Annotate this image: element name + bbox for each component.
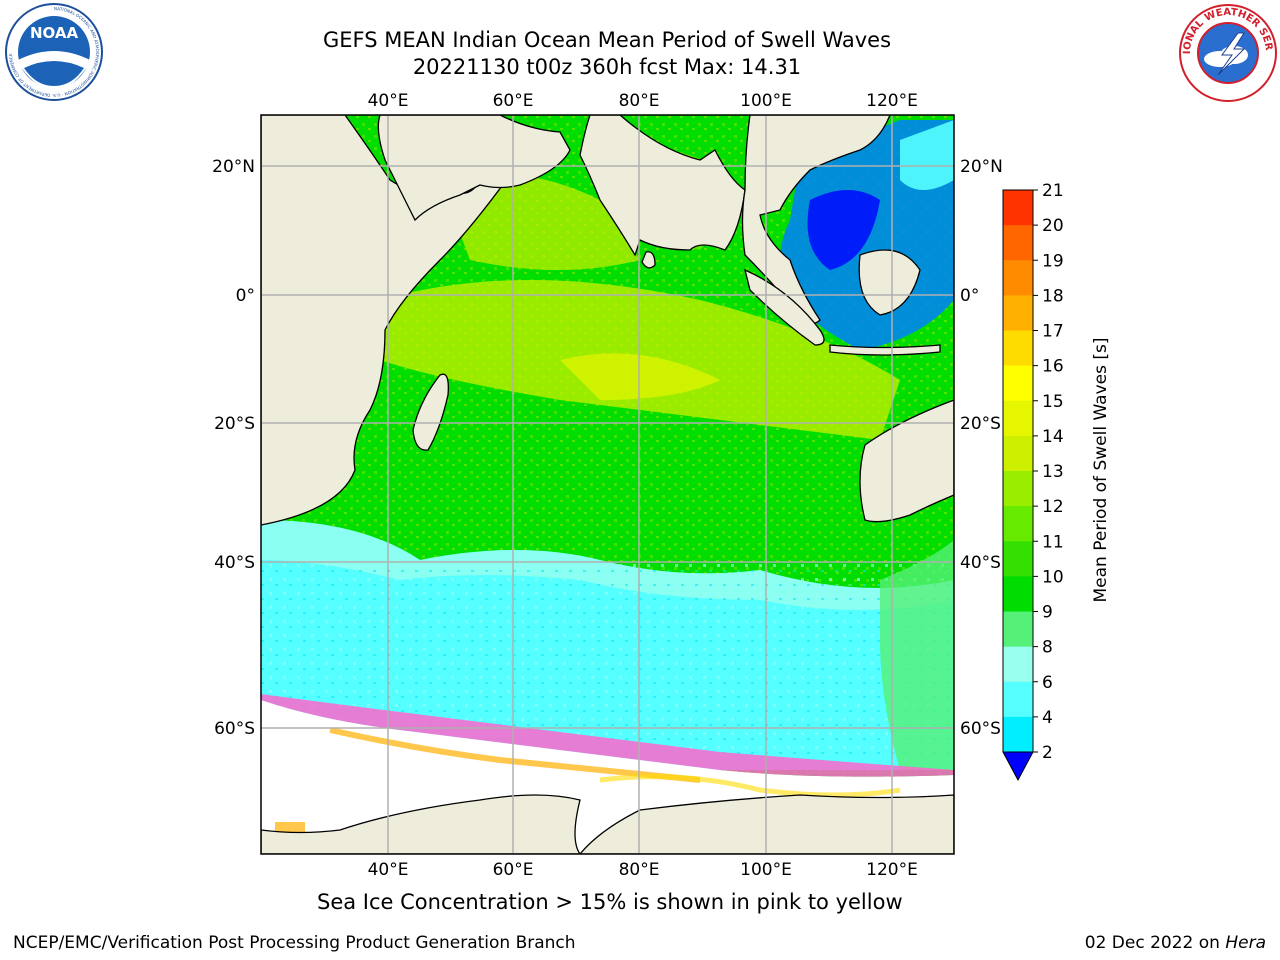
lon-label: 100°E <box>740 91 792 111</box>
colorbar-tick-label: 18 <box>1042 286 1064 306</box>
land-masses <box>261 115 954 854</box>
sea-ice-edge <box>261 694 954 777</box>
lat-label: 0° <box>236 286 255 306</box>
lat-labels-left: 20°N 0° 20°S 40°S 60°S <box>212 157 255 739</box>
lon-label: 60°E <box>493 860 534 880</box>
colorbar-tick-label: 6 <box>1042 673 1053 693</box>
noaa-logo: NOAA NATIONAL OCEANIC AND ATMOSPHERIC AD… <box>5 3 103 101</box>
map-frame <box>260 114 955 855</box>
date-text: 02 Dec 2022 on Hera <box>1085 933 1266 953</box>
date-value: 02 Dec 2022 on <box>1084 933 1220 953</box>
colorbar-tick-label: 4 <box>1042 708 1053 728</box>
lon-labels-bottom: 40°E 60°E 80°E 100°E 120°E <box>368 860 918 880</box>
colorbar-tick-label: 12 <box>1042 497 1064 517</box>
lat-label: 40°S <box>214 553 255 573</box>
map-body <box>261 115 954 854</box>
colorbar-tick-label: 16 <box>1042 357 1064 377</box>
colorbar-segment <box>1003 330 1033 367</box>
lat-label: 20°N <box>212 157 255 177</box>
lat-label: 0° <box>960 286 979 306</box>
colorbar-tick-label: 11 <box>1042 532 1064 552</box>
sea-ice-note: Sea Ice Concentration > 15% is shown in … <box>317 890 903 914</box>
colorbar-segment <box>1003 716 1033 753</box>
lat-label: 60°S <box>214 719 255 739</box>
colorbar-segment <box>1003 471 1033 507</box>
colorbar-tick-label: 13 <box>1042 462 1064 482</box>
colorbar-segment <box>1003 611 1033 648</box>
colorbar-tick-label: 10 <box>1042 567 1064 587</box>
lon-label: 40°E <box>368 91 409 111</box>
lon-label: 40°E <box>368 860 409 880</box>
colorbar-segment <box>1003 400 1033 437</box>
colorbar-segment <box>1003 541 1033 577</box>
colorbar-segment <box>1003 190 1033 226</box>
map-gridlines <box>261 115 954 854</box>
nws-logo: NATIONAL WEATHER SERVICE <box>1178 3 1277 102</box>
host-name: Hera <box>1225 933 1266 953</box>
colorbar-tick-label: 17 <box>1042 322 1064 342</box>
colorbar-segment <box>1003 576 1033 612</box>
lon-label: 80°E <box>619 860 660 880</box>
lat-label: 20°S <box>960 414 1001 434</box>
colorbar-segment <box>1003 681 1033 718</box>
colorbar-segment <box>1003 506 1033 542</box>
lon-label: 120°E <box>866 860 918 880</box>
colorbar-tick-label: 20 <box>1042 216 1064 236</box>
colorbar-tick-label: 19 <box>1042 251 1064 271</box>
lat-label: 40°S <box>960 553 1001 573</box>
colorbar-segment <box>1003 260 1033 296</box>
lon-label: 100°E <box>740 860 792 880</box>
colorbar-tick-label: 21 <box>1042 181 1064 201</box>
colorbar-tick-label: 2 <box>1042 743 1053 763</box>
lon-label: 120°E <box>866 91 918 111</box>
colorbar-segment <box>1003 646 1033 683</box>
noaa-logo-text: NOAA <box>30 24 79 42</box>
lat-label: 20°S <box>214 414 255 434</box>
colorbar-tick-label: 15 <box>1042 392 1064 412</box>
colorbar-segment <box>1003 365 1033 402</box>
colorbar-label: Mean Period of Swell Waves [s] <box>1091 338 1111 603</box>
colorbar-tick-label: 8 <box>1042 638 1053 658</box>
colorbar-tick-label: 14 <box>1042 427 1064 447</box>
lon-labels-top: 40°E 60°E 80°E 100°E 120°E <box>368 91 918 111</box>
chart-title: GEFS MEAN Indian Ocean Mean Period of Sw… <box>322 28 892 52</box>
lat-labels-right: 20°N 0° 20°S 40°S 60°S <box>960 157 1003 739</box>
colorbar-tick-label: 9 <box>1042 603 1053 623</box>
colorbar-segment <box>1003 435 1033 472</box>
lon-label: 60°E <box>493 91 534 111</box>
colorbar-segment <box>1003 225 1033 261</box>
credit-text: NCEP/EMC/Verification Post Processing Pr… <box>13 933 576 953</box>
colorbar-segment <box>1003 295 1033 331</box>
lat-label: 60°S <box>960 719 1001 739</box>
colorbar: 21 20 19 18 17 16 15 14 13 12 11 10 9 8 6 4 2 <box>1002 181 1064 782</box>
chart-subtitle: 20221130 t00z 360h fcst Max: 14.31 <box>412 55 802 79</box>
lat-label: 20°N <box>960 157 1003 177</box>
colorbar-extend-arrow <box>1002 751 1034 782</box>
lon-label: 80°E <box>619 91 660 111</box>
